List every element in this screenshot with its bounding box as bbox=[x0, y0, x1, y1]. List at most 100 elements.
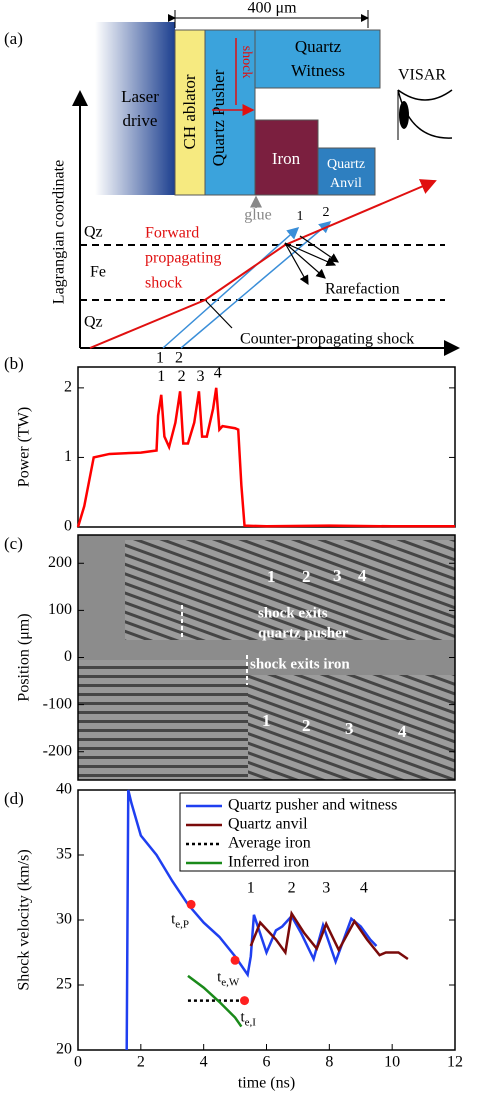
diagram: 400 μm Laser drive CH ablator Quartz Pus… bbox=[51, 0, 460, 367]
point-label-sub: e,W bbox=[221, 976, 240, 988]
ray-label: 1 bbox=[297, 209, 304, 224]
width-label: 400 μm bbox=[247, 0, 297, 17]
counter-label: Counter-propagating shock bbox=[240, 331, 414, 348]
annotation: shock exits iron bbox=[250, 656, 350, 672]
annotation: shock exits bbox=[258, 605, 328, 621]
annotation: 2 bbox=[302, 716, 311, 735]
point-label: te,W bbox=[217, 970, 240, 988]
data-line bbox=[187, 974, 243, 1028]
annotation: 3 bbox=[322, 879, 330, 896]
point-label: te,I bbox=[241, 1010, 257, 1028]
laser-label: drive bbox=[123, 111, 158, 130]
x-tick-label: 6 bbox=[263, 1054, 271, 1071]
y-tick-label: 25 bbox=[56, 976, 72, 993]
x-tick-label: 10 bbox=[384, 1054, 400, 1071]
legend-label: Quartz pusher and witness bbox=[228, 797, 397, 814]
panel-label: (d) bbox=[4, 789, 24, 808]
annotation: 3 bbox=[333, 566, 342, 585]
anvil-block bbox=[317, 147, 376, 196]
annotation: 4 bbox=[360, 879, 368, 896]
annotation: 2 bbox=[288, 879, 296, 896]
point-label-base: t bbox=[217, 970, 222, 986]
eye-pupil bbox=[399, 101, 409, 129]
witness-label: Witness bbox=[291, 61, 345, 80]
x-tick-label: 0 bbox=[74, 1054, 82, 1071]
image-texture bbox=[248, 675, 455, 780]
forward-shock bbox=[89, 179, 437, 349]
x-tick-label: 4 bbox=[200, 1054, 208, 1071]
point-label-sub: e,P bbox=[175, 918, 189, 930]
ch-label: CH ablator bbox=[180, 74, 199, 149]
annotation: 3 bbox=[197, 368, 205, 385]
legend-label: Average iron bbox=[228, 835, 311, 852]
data-line bbox=[76, 387, 455, 528]
y-tick-label: 0 bbox=[64, 518, 72, 535]
anvil-label: Anvil bbox=[330, 176, 362, 191]
data-line bbox=[249, 910, 409, 961]
annotation: quartz pusher bbox=[258, 625, 349, 641]
witness-label: Quartz bbox=[295, 37, 342, 56]
panel-label: (a) bbox=[4, 29, 23, 48]
layer-label: Qz bbox=[84, 224, 103, 241]
y-tick-label: 1 bbox=[64, 448, 72, 465]
anvil-label: Quartz bbox=[327, 157, 365, 172]
ray-label: 2 bbox=[323, 205, 330, 220]
annotation: 3 bbox=[345, 719, 354, 738]
streak-image bbox=[78, 535, 455, 780]
y-axis-label: Shock velocity (km/s) bbox=[16, 849, 33, 990]
visar-label: VISAR bbox=[398, 67, 446, 84]
glue-label: glue bbox=[244, 207, 272, 224]
point-label: te,P bbox=[171, 912, 189, 930]
y-tick-label: -100 bbox=[43, 695, 72, 712]
iron-block bbox=[254, 119, 319, 196]
ray-label: 2 bbox=[175, 350, 183, 367]
iron-label: Iron bbox=[272, 149, 301, 168]
ray bbox=[180, 221, 332, 349]
point bbox=[230, 955, 240, 965]
annotation: 4 bbox=[398, 722, 407, 741]
ray-label: 1 bbox=[156, 350, 164, 367]
annotation: 4 bbox=[358, 566, 367, 585]
laser-label: Laser bbox=[121, 87, 159, 106]
laser-drive-block bbox=[95, 22, 175, 195]
annotation: 2 bbox=[302, 567, 311, 586]
forward-label: shock bbox=[145, 275, 182, 292]
ch-ablator-block bbox=[174, 29, 206, 196]
x-tick-label: 12 bbox=[447, 1054, 463, 1071]
y-tick-label: 20 bbox=[56, 1041, 72, 1058]
x-axis-label: time (ns) bbox=[238, 1075, 295, 1092]
annotation: 2 bbox=[178, 368, 186, 385]
image-texture bbox=[78, 660, 248, 780]
shock-label: shock bbox=[239, 46, 254, 79]
ray bbox=[162, 227, 300, 349]
y-tick-label: 0 bbox=[64, 648, 72, 665]
y-axis-label: Power (TW) bbox=[16, 407, 33, 487]
point-label-base: t bbox=[171, 912, 176, 928]
witness-block bbox=[254, 29, 381, 89]
eye bbox=[397, 89, 453, 139]
annotation: 4 bbox=[214, 365, 222, 382]
y-tick-label: 200 bbox=[48, 554, 72, 571]
data-line bbox=[125, 789, 378, 1051]
pusher-label: Quartz Pusher bbox=[209, 69, 228, 166]
y-tick-label: 35 bbox=[56, 846, 72, 863]
point-label-base: t bbox=[241, 1010, 246, 1026]
y-tick-label: 2 bbox=[64, 379, 72, 396]
rarefaction-arrows bbox=[284, 235, 339, 286]
y-tick-label: 40 bbox=[56, 781, 72, 798]
y-tick-label: 30 bbox=[56, 911, 72, 928]
legend-box bbox=[179, 792, 456, 872]
forward-label: Forward bbox=[145, 225, 199, 242]
image-texture bbox=[125, 540, 455, 640]
annotation: 1 bbox=[267, 567, 276, 586]
counter-shock bbox=[205, 300, 233, 329]
y-tick-label: 100 bbox=[48, 601, 72, 618]
plot-frame bbox=[77, 366, 456, 528]
axis-label: Lagrangian coordinate bbox=[51, 160, 68, 304]
legend-label: Inferred iron bbox=[228, 854, 309, 871]
layer-label: Qz bbox=[84, 314, 103, 331]
forward-label: propagating bbox=[145, 250, 221, 267]
layer-label: Fe bbox=[90, 264, 106, 281]
rarefaction-label: Rarefaction bbox=[325, 281, 400, 298]
